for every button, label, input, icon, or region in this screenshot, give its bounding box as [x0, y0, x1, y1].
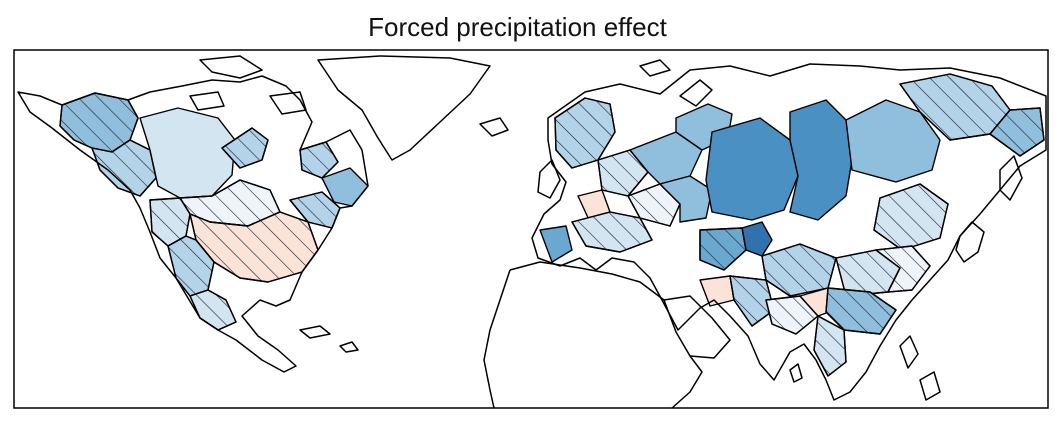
basin-ganges-hatch [765, 295, 819, 335]
figure-title: Forced precipitation effect [368, 12, 667, 42]
coastlines-layer [17, 55, 1047, 409]
coast-japan [955, 221, 985, 263]
basin-mekong-hatch [813, 315, 847, 377]
basin-lena [845, 99, 941, 183]
coast-sri-lanka [789, 363, 803, 383]
basin-mackenzie [139, 107, 236, 199]
basin-baltic-hatch [597, 149, 649, 197]
basin-indus-hatch [729, 275, 775, 327]
coast-caribbean [299, 325, 359, 353]
coast-kamchatka [999, 155, 1023, 201]
basin-danube-hatch [571, 211, 653, 253]
coast-north-america [17, 75, 369, 373]
coast-iceland [479, 117, 509, 137]
basin-hudson-west-hatch [221, 127, 269, 169]
basin-amur-hatch [873, 183, 949, 251]
basin-scandinavia-hatch [554, 97, 616, 169]
coast-novaya-zemlya [639, 59, 713, 107]
coast-uk [537, 159, 561, 199]
basin-yellow-river-hatch [875, 245, 931, 293]
basin-ob [705, 117, 799, 221]
basins-layer [59, 73, 1045, 377]
basin-yenisei [789, 99, 853, 221]
basin-yangtze-hatch [825, 287, 897, 335]
coast-philippines [899, 335, 941, 401]
coast-eurasia [531, 63, 1047, 401]
basin-dnieper-hatch [627, 183, 681, 227]
basin-chukotka-hatch [989, 107, 1045, 157]
coast-arctic-islands [189, 55, 307, 115]
basin-volga [659, 175, 713, 223]
basin-aral-hatch [699, 227, 747, 271]
basin-iberia [539, 225, 573, 263]
coast-greenland [317, 55, 491, 161]
coast-arabia [663, 295, 731, 359]
